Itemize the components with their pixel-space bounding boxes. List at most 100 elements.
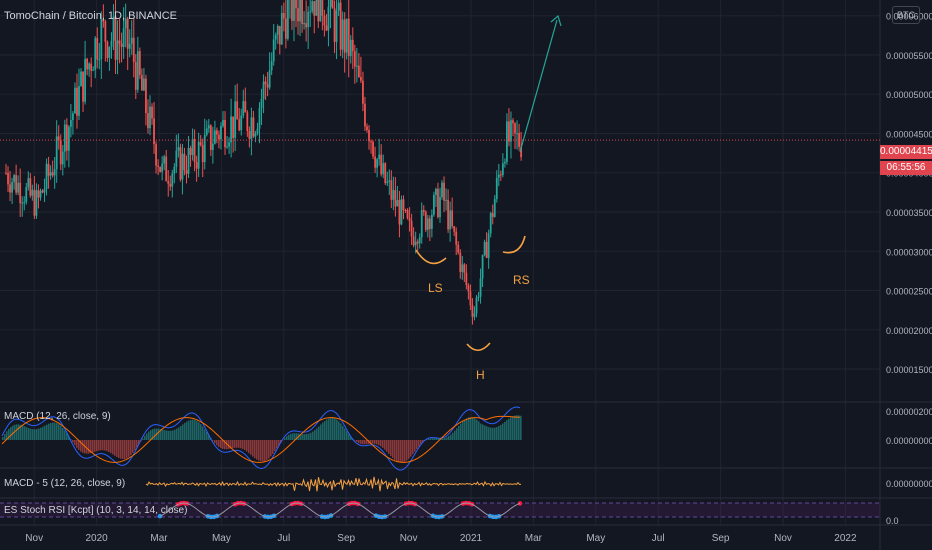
candle-body bbox=[193, 139, 196, 163]
macd-histogram-bar bbox=[224, 440, 226, 450]
candle-body bbox=[86, 58, 89, 70]
macd-histogram-bar bbox=[320, 424, 322, 440]
macd-histogram-bar bbox=[152, 429, 154, 440]
candle-body bbox=[327, 6, 330, 31]
candle-body bbox=[349, 39, 352, 57]
stoch-tick-label: 0.0 bbox=[886, 516, 899, 526]
macd-histogram-bar bbox=[10, 427, 12, 440]
macd-histogram-bar bbox=[500, 424, 502, 440]
macd-histogram-bar bbox=[238, 440, 240, 448]
macd-histogram-bar bbox=[478, 421, 480, 440]
macd-histogram-bar bbox=[182, 424, 184, 440]
candle-body bbox=[203, 135, 206, 163]
candle-body bbox=[82, 71, 84, 102]
candle-body bbox=[443, 182, 445, 201]
macd2-legend[interactable]: MACD - 5 (12, 26, close, 9) bbox=[4, 478, 126, 489]
candle-body bbox=[487, 233, 490, 258]
macd-histogram-bar bbox=[374, 440, 376, 444]
macd-histogram-bar bbox=[270, 440, 272, 457]
candle-body bbox=[9, 184, 11, 193]
candle-body bbox=[191, 139, 194, 155]
macd-histogram-bar bbox=[144, 435, 146, 440]
macd-histogram-bar bbox=[128, 440, 130, 457]
candle-body bbox=[23, 202, 26, 204]
signal-line bbox=[1, 415, 521, 463]
candle-body bbox=[256, 128, 259, 134]
head-label: H bbox=[476, 368, 485, 382]
candle-body bbox=[65, 124, 68, 151]
candle-body bbox=[224, 120, 226, 148]
macd-histogram-bar bbox=[192, 419, 194, 440]
candle-body bbox=[250, 117, 253, 139]
candle-body bbox=[205, 128, 208, 136]
y-tick-label: 0.00005500 bbox=[886, 51, 932, 61]
candle-body bbox=[323, 15, 326, 26]
macd-histogram-bar bbox=[112, 440, 114, 455]
macd-histogram-bar bbox=[196, 420, 198, 440]
candle-body bbox=[506, 121, 508, 162]
candle-body bbox=[274, 34, 277, 40]
macd-histogram-bar bbox=[452, 432, 454, 440]
candle-body bbox=[355, 65, 358, 67]
candle-body bbox=[220, 126, 222, 140]
y-tick-label: 0.00003000 bbox=[886, 247, 932, 257]
macd-histogram-bar bbox=[338, 421, 340, 440]
projection-arrowhead bbox=[550, 14, 562, 27]
macd-histogram-bar bbox=[468, 417, 470, 440]
macd-histogram-bar bbox=[204, 429, 206, 440]
candle-body bbox=[112, 16, 115, 41]
candle-body bbox=[234, 101, 237, 138]
candle-body bbox=[29, 178, 32, 196]
macd-histogram-bar bbox=[386, 440, 388, 452]
macd-histogram-bar bbox=[346, 431, 348, 440]
candle-body bbox=[390, 180, 393, 200]
candle-body bbox=[37, 190, 40, 198]
candle-body bbox=[57, 136, 60, 140]
macd-histogram-bar bbox=[106, 440, 108, 452]
candle-body bbox=[374, 156, 376, 168]
macd-legend[interactable]: MACD (12, 26, close, 9) bbox=[4, 411, 111, 422]
currency-button[interactable]: BTC bbox=[892, 6, 920, 24]
macd-histogram-bar bbox=[306, 433, 308, 440]
candle-body bbox=[501, 163, 504, 176]
stoch-legend[interactable]: ES Stoch RSI [Kcpt] (10, 3, 14, 14, clos… bbox=[4, 505, 188, 516]
candle-body bbox=[280, 12, 283, 45]
macd-histogram-bar bbox=[300, 433, 302, 440]
y-tick-label: 0.00005000 bbox=[886, 90, 932, 100]
candle-body bbox=[347, 18, 350, 57]
candle-body bbox=[177, 147, 180, 151]
candle-body bbox=[102, 19, 105, 22]
candle-body bbox=[31, 189, 34, 196]
candle-body bbox=[222, 120, 224, 127]
macd-histogram-bar bbox=[372, 440, 374, 444]
x-tick-label: Sep bbox=[712, 533, 730, 544]
candle-body bbox=[74, 87, 76, 114]
candle-body bbox=[59, 139, 62, 165]
macd-histogram-bar bbox=[360, 440, 362, 444]
candle-body bbox=[45, 163, 48, 189]
macd-histogram-bar bbox=[438, 438, 440, 440]
candle-body bbox=[295, 0, 297, 9]
candle-body bbox=[319, 0, 322, 22]
macd-histogram-bar bbox=[174, 429, 176, 440]
x-tick-label: May bbox=[586, 533, 605, 544]
price-candles bbox=[0, 0, 880, 325]
macd-histogram-bar bbox=[122, 440, 124, 460]
candle-body bbox=[276, 25, 279, 35]
candle-body bbox=[104, 21, 107, 42]
macd-histogram-bar bbox=[344, 428, 346, 440]
candle-body bbox=[242, 101, 245, 116]
macd-histogram-bar bbox=[292, 433, 294, 440]
macd-histogram-bar bbox=[350, 436, 352, 440]
candle-body bbox=[396, 200, 399, 207]
macd-histogram-bar bbox=[414, 440, 416, 452]
candle-body bbox=[463, 264, 466, 273]
x-tick-label: Nov bbox=[400, 533, 418, 544]
macd-histogram-bar bbox=[376, 440, 378, 445]
macd-histogram-bar bbox=[492, 427, 494, 440]
candle-body bbox=[337, 2, 340, 11]
macd-histogram-bar bbox=[96, 440, 98, 452]
macd-pane bbox=[1, 406, 522, 471]
